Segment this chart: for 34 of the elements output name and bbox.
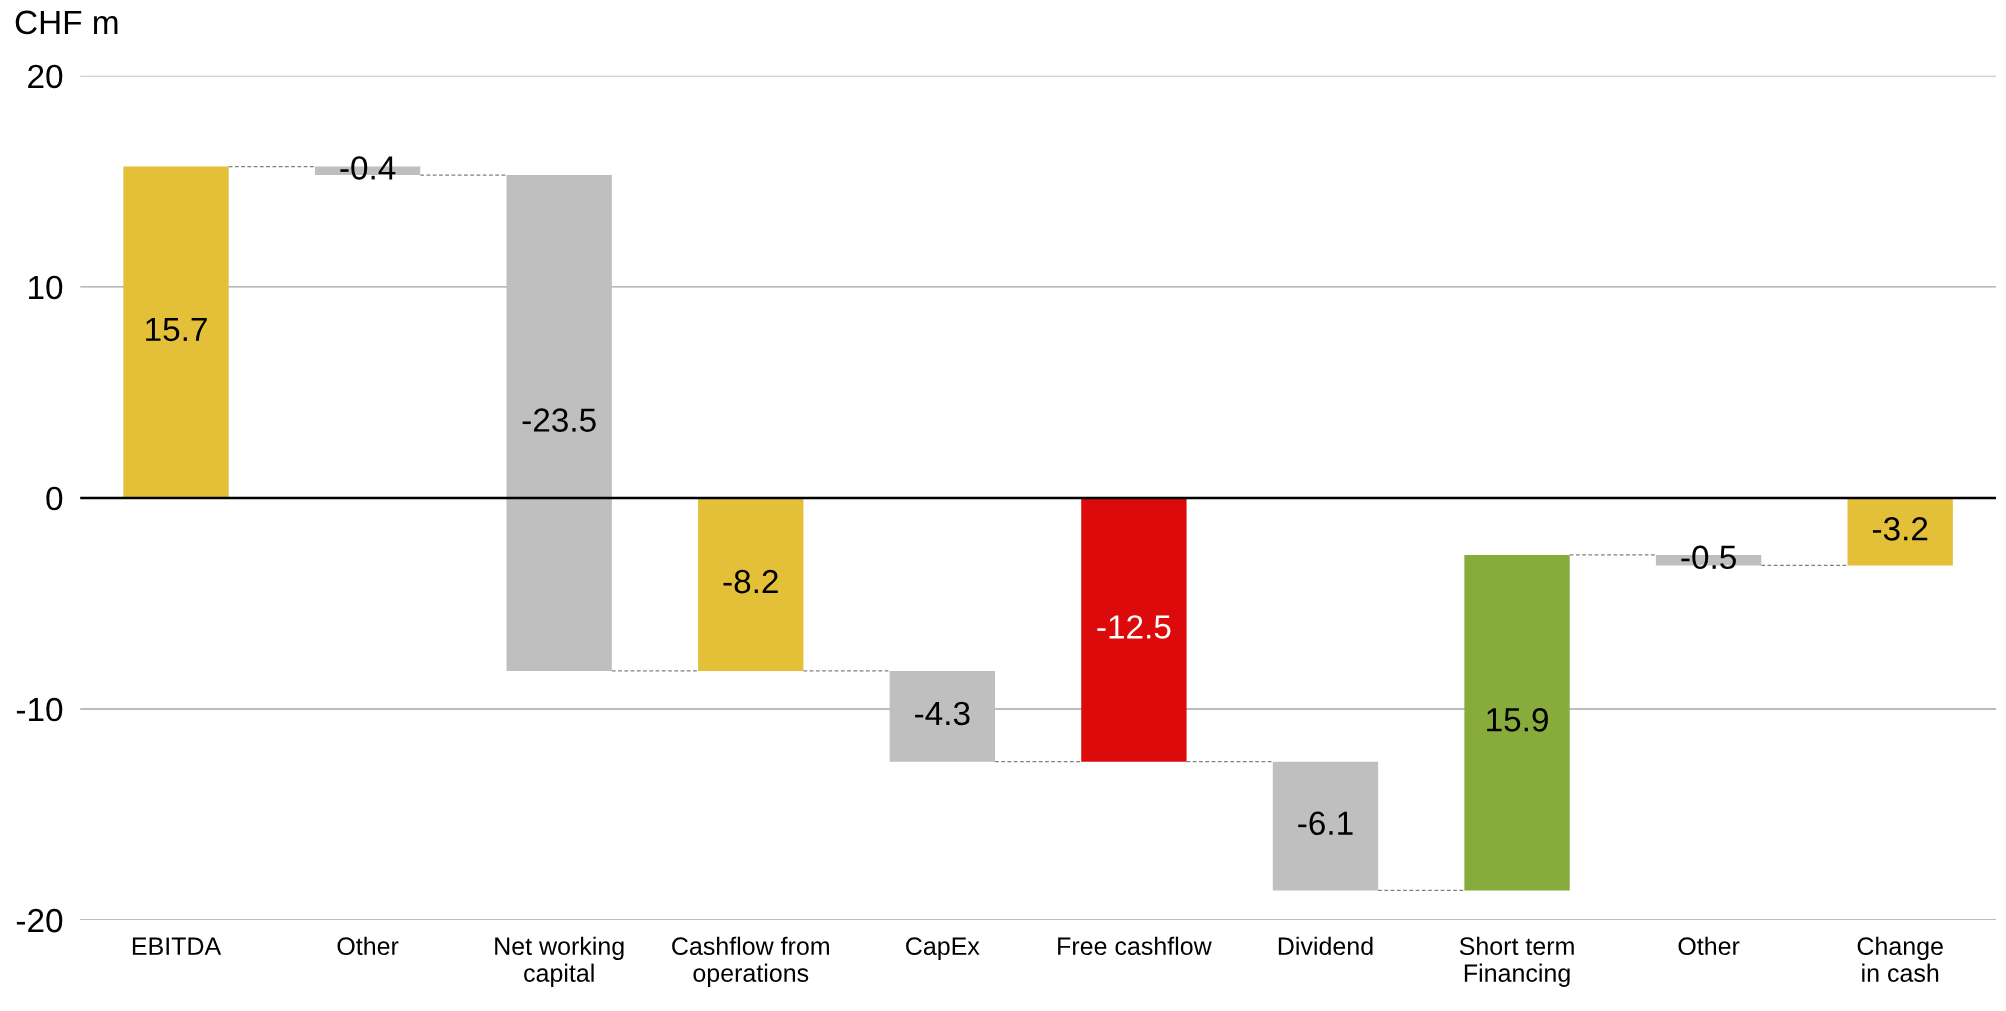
- data-label: -23.5: [522, 408, 596, 432]
- x-tick-label: Net working capital: [495, 936, 624, 987]
- x-tick-label: Short term Financing: [1459, 936, 1574, 987]
- x-tick-label: Change in cash: [1857, 936, 1943, 982]
- x-tick-label: Other: [337, 936, 399, 956]
- data-label: -0.4: [340, 156, 396, 180]
- bar: [506, 175, 612, 671]
- x-tick-label: Free cashflow: [1058, 936, 1212, 956]
- x-tick-label: Dividend: [1278, 936, 1373, 956]
- data-label: 15.7: [146, 317, 207, 342]
- data-label: -6.1: [1298, 811, 1353, 836]
- y-axis-title: CHF m: [15, 10, 118, 35]
- data-label: 15.9: [1487, 708, 1548, 732]
- bar: [1847, 497, 1953, 566]
- y-tick-label: 20: [28, 64, 63, 89]
- bar: [1081, 497, 1187, 762]
- y-tick-label: 0: [46, 486, 63, 511]
- x-tick-label: Cashflow from operations: [672, 936, 829, 987]
- x-tick-label: Other: [1678, 936, 1740, 956]
- bar: [123, 166, 229, 498]
- bar: [698, 497, 804, 671]
- data-label: -8.2: [723, 569, 778, 594]
- bar: [1272, 761, 1379, 891]
- y-tick-label: -10: [16, 697, 63, 722]
- data-label: -12.5: [1097, 615, 1171, 639]
- y-tick-label: -20: [16, 908, 63, 933]
- bar: [889, 670, 995, 762]
- bar: [1464, 554, 1570, 891]
- y-tick-label: 10: [29, 275, 63, 300]
- data-label: -4.3: [915, 701, 970, 726]
- data-label: -0.5: [1681, 545, 1736, 570]
- data-label: -3.2: [1872, 517, 1928, 541]
- x-tick-label: EBITDA: [132, 937, 222, 955]
- x-tick-label: CapEx: [906, 937, 980, 960]
